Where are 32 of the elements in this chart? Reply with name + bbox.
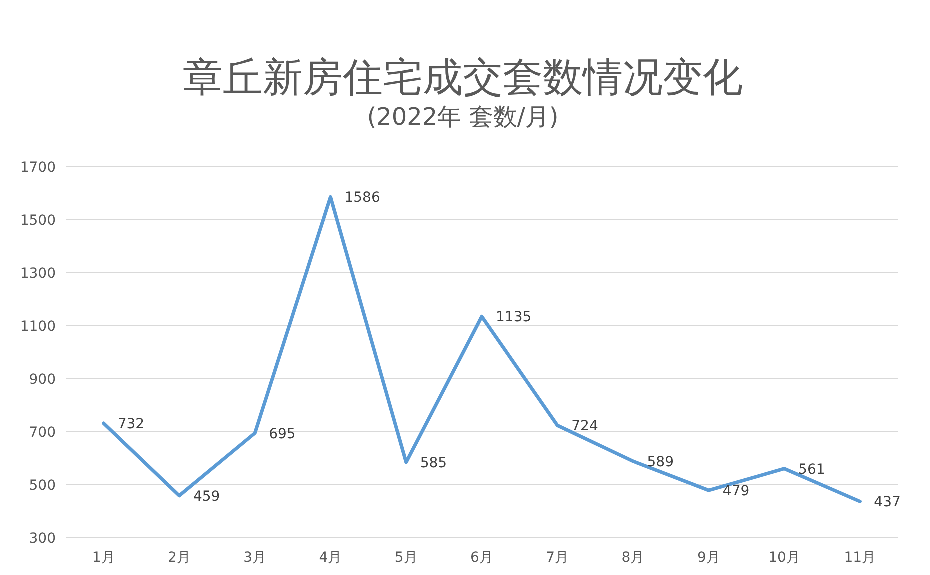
y-tick-label: 700 <box>29 425 56 441</box>
x-tick-label: 3月 <box>244 550 267 566</box>
data-label: 437 <box>874 494 901 511</box>
y-tick-label: 500 <box>29 478 56 494</box>
data-label: 695 <box>269 426 296 442</box>
x-tick-label: 8月 <box>622 550 645 566</box>
y-tick-label: 1500 <box>20 213 56 229</box>
data-label: 561 <box>798 462 826 478</box>
y-tick-label: 1300 <box>20 266 56 282</box>
chart-subtitle: (2022年 套数/月) <box>367 103 559 131</box>
data-label: 1586 <box>344 190 380 206</box>
x-tick-label: 1月 <box>92 550 116 566</box>
data-label: 732 <box>118 416 145 433</box>
x-tick-label: 7月 <box>546 550 570 566</box>
data-label: 585 <box>420 455 448 472</box>
data-label: 459 <box>193 488 220 505</box>
x-tick-label: 11月 <box>844 550 876 566</box>
x-tick-label: 5月 <box>394 550 418 566</box>
x-tick-label: 4月 <box>319 550 342 566</box>
data-label: 589 <box>647 454 674 470</box>
y-tick-label: 300 <box>29 531 56 547</box>
data-label: 479 <box>722 484 750 500</box>
y-tick-label: 1700 <box>20 160 56 176</box>
y-tick-label: 900 <box>29 372 56 388</box>
data-label: 724 <box>572 418 598 435</box>
x-tick-label: 2月 <box>168 550 191 566</box>
x-tick-label: 6月 <box>470 550 494 566</box>
x-tick-label: 9月 <box>697 550 720 566</box>
chart-title: 章丘新房住宅成交套数情况变化 <box>183 55 743 101</box>
data-label: 1135 <box>496 310 532 326</box>
x-tick-label: 10月 <box>768 550 800 566</box>
y-tick-label: 1100 <box>20 319 56 335</box>
